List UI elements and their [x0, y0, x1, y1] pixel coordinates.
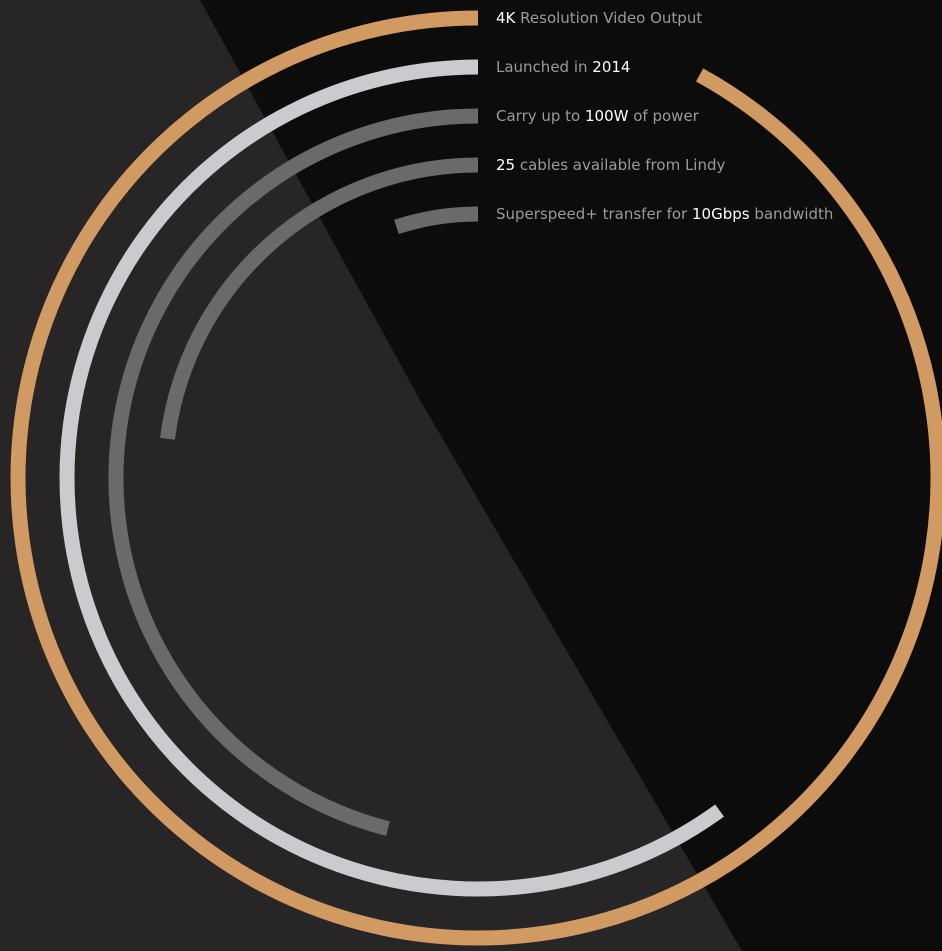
bar-group [10, 10, 942, 946]
bar-label-1-post: Resolution Video Output [515, 9, 702, 27]
bar-arc-5 [394, 206, 479, 235]
bar-arc-3 [108, 108, 479, 836]
bar-label-4-hi: 25 [496, 156, 515, 174]
bar-label-5-hi: 10Gbps [692, 205, 750, 223]
bar-label-3: Carry up to 100W of power [496, 107, 700, 125]
bar-label-3-pre: Carry up to [496, 107, 585, 125]
bar-label-5-post: bandwidth [750, 205, 834, 223]
bar-label-2-hi: 2014 [592, 58, 630, 76]
bar-arc-1 [10, 10, 942, 946]
bar-label-1-hi: 4K [496, 9, 517, 27]
bar-arc-2 [59, 59, 724, 897]
bar-label-5: Superspeed+ transfer for 10Gbps bandwidt… [496, 205, 833, 223]
bar-label-4-post: cables available from Lindy [515, 156, 725, 174]
bar-label-2: Launched in 2014 [496, 58, 630, 76]
bar-label-2-pre: Launched in [496, 58, 592, 76]
bar-arc-4 [160, 157, 479, 440]
label-group: 4K Resolution Video Output Launched in 20… [496, 9, 833, 223]
bar-label-3-post: of power [628, 107, 699, 125]
bar-label-4: 25 cables available from Lindy [496, 156, 726, 174]
bar-label-3-hi: 100W [585, 107, 629, 125]
bar-label-5-pre: Superspeed+ transfer for [496, 205, 692, 223]
background-light-panel [0, 0, 742, 951]
bar-label-1: 4K Resolution Video Output [496, 9, 702, 27]
